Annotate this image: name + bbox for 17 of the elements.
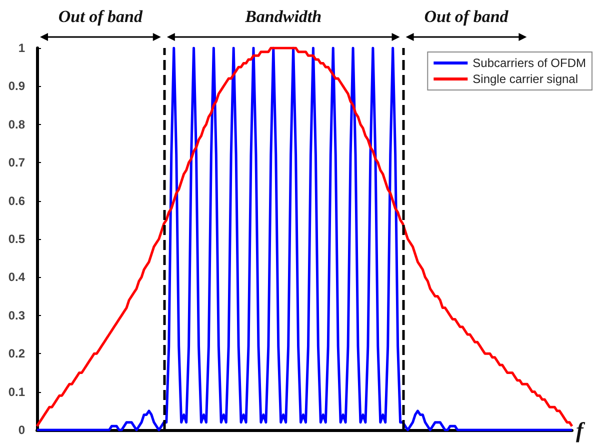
y-tick-label: 0.4 bbox=[8, 270, 26, 284]
y-tick-label: 0.1 bbox=[8, 384, 26, 399]
y-tick-label: 0.5 bbox=[8, 232, 26, 246]
y-tick-label: 0.8 bbox=[8, 117, 26, 132]
x-axis-title: f bbox=[576, 418, 586, 442]
y-tick-label: 0 bbox=[18, 423, 26, 437]
text: Bandwidth bbox=[244, 7, 322, 26]
legend-label: Single carrier signal bbox=[472, 72, 578, 86]
y-tick-label: 0.9 bbox=[8, 79, 26, 94]
legend-label: Subcarriers of OFDM bbox=[472, 56, 586, 70]
y-tick-label: 0.7 bbox=[8, 156, 26, 170]
y-tick-label: 1 bbox=[18, 41, 26, 55]
y-tick-label: 0.3 bbox=[8, 308, 26, 322]
text: Out of band bbox=[58, 7, 143, 26]
text: Out of band bbox=[424, 7, 509, 26]
y-tick-label: 0.6 bbox=[8, 194, 26, 208]
y-tick-label: 0.2 bbox=[8, 346, 26, 361]
